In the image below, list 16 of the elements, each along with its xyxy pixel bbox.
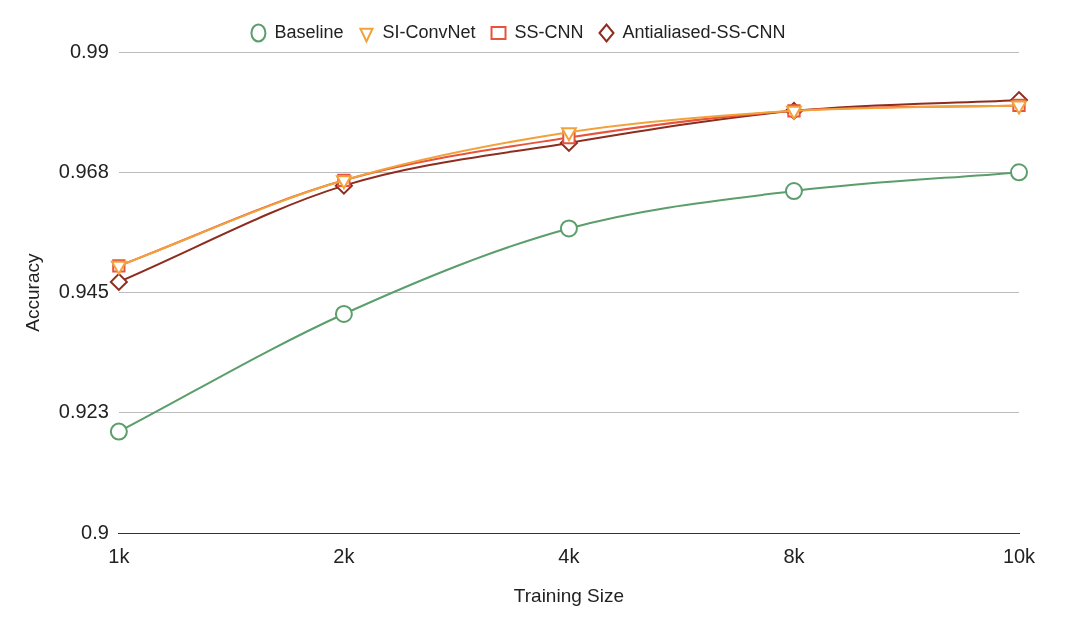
x-tick-label: 2k [333, 544, 356, 567]
legend-label: SS-CNN [514, 21, 584, 42]
y-tick-label: 0.9 [81, 520, 109, 543]
y-tick-label: 0.945 [58, 280, 109, 303]
x-tick-label: 10k [1002, 544, 1037, 567]
x-axis-title: Training Size [513, 584, 625, 606]
x-tick-label: 1k [108, 544, 131, 567]
y-tick-label: 0.923 [58, 400, 109, 423]
legend-label: Baseline [274, 21, 344, 42]
y-tick-label: 0.99 [69, 39, 109, 62]
y-axis-title: Accuracy [21, 253, 43, 332]
legend-label: Antialiased-SS-CNN [622, 21, 786, 42]
x-tick-label: 4k [558, 544, 581, 567]
legend-label: SI-ConvNet [382, 21, 476, 42]
y-tick-label: 0.968 [58, 159, 109, 182]
x-tick-label: 8k [783, 544, 806, 567]
